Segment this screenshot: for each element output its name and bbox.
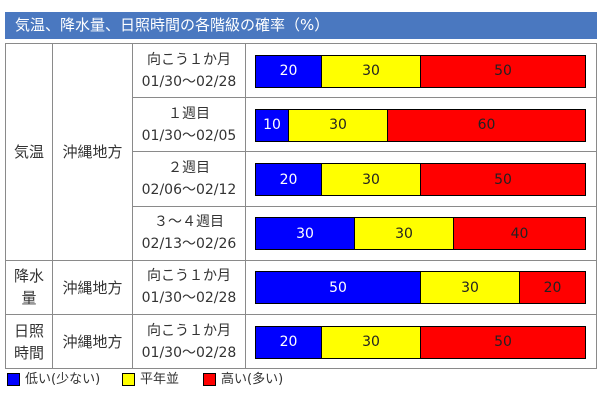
legend-swatch bbox=[122, 373, 135, 386]
legend-label: 平年並 bbox=[140, 372, 180, 387]
dates: 01/30～02/28 bbox=[141, 73, 237, 90]
title-bar: 気温、降水量、日照時間の各階級の確率（%） bbox=[5, 12, 597, 39]
period: 向こう１か月 bbox=[147, 268, 231, 285]
period: ２週目 bbox=[168, 159, 210, 176]
probability-segment: 30 bbox=[321, 325, 421, 359]
region-cell: 沖縄地方 bbox=[52, 43, 133, 261]
region-cell: 沖縄地方 bbox=[52, 259, 133, 315]
period-cell: １週目 01/30～02/05 bbox=[132, 97, 246, 153]
probability-segment: 10 bbox=[255, 108, 289, 142]
segment-label: 50 bbox=[494, 63, 512, 80]
probability-segment: 20 bbox=[519, 271, 586, 305]
dates: 02/13～02/26 bbox=[141, 236, 237, 253]
segment-label: 20 bbox=[543, 279, 562, 296]
segment-label: 30 bbox=[395, 225, 413, 242]
probability-segment: 30 bbox=[288, 108, 388, 142]
legend-swatch bbox=[7, 373, 20, 386]
legend-swatch bbox=[203, 373, 216, 386]
period: １週目 bbox=[168, 105, 210, 122]
period-cell: 向こう１か月 01/30～02/28 bbox=[132, 43, 246, 99]
legend-label: 低い(少ない) bbox=[25, 372, 101, 387]
segment-label: 30 bbox=[461, 279, 479, 296]
probability-segment: 50 bbox=[420, 163, 586, 196]
probability-segment: 40 bbox=[453, 217, 586, 251]
probability-segment: 30 bbox=[420, 271, 520, 305]
element-cell: 降水量 bbox=[5, 259, 53, 315]
region-cell: 沖縄地方 bbox=[52, 314, 133, 370]
probability-segment: 20 bbox=[255, 163, 322, 196]
segment-label: 50 bbox=[494, 334, 512, 351]
segment-label: 50 bbox=[329, 279, 347, 296]
probability-segment: 30 bbox=[354, 217, 454, 251]
period: 向こう１か月 bbox=[147, 51, 231, 68]
period: ３～４週目 bbox=[154, 214, 224, 231]
dates: 01/30～02/28 bbox=[141, 344, 237, 361]
dates: 01/30～02/05 bbox=[141, 127, 237, 144]
probability-segment: 60 bbox=[387, 108, 586, 142]
probability-segment: 20 bbox=[255, 54, 322, 88]
probability-segment: 50 bbox=[255, 271, 421, 305]
segment-label: 10 bbox=[263, 117, 281, 134]
bar-cell bbox=[245, 314, 597, 370]
segment-label: 30 bbox=[362, 171, 380, 188]
segment-label: 30 bbox=[362, 63, 380, 80]
probability-segment: 30 bbox=[321, 54, 421, 88]
segment-label: 30 bbox=[296, 225, 314, 242]
probability-segment: 50 bbox=[420, 54, 586, 88]
probability-segment: 30 bbox=[321, 163, 421, 196]
segment-label: 60 bbox=[477, 117, 496, 134]
probability-segment: 30 bbox=[255, 217, 355, 251]
period: 向こう１か月 bbox=[147, 322, 231, 339]
period-cell: 向こう１か月 01/30～02/28 bbox=[132, 314, 246, 370]
probability-segment: 50 bbox=[420, 325, 586, 359]
dates: 01/30～02/28 bbox=[141, 290, 237, 307]
probability-segment: 20 bbox=[255, 325, 322, 359]
segment-label: 40 bbox=[510, 225, 529, 242]
segment-label: 50 bbox=[494, 171, 512, 188]
period-cell: 向こう１か月 01/30～02/28 bbox=[132, 259, 246, 315]
period-cell: ２週目 02/06～02/12 bbox=[132, 151, 246, 207]
period-cell: ３～４週目 02/13～02/26 bbox=[132, 205, 246, 261]
dates: 02/06～02/12 bbox=[141, 181, 237, 198]
segment-label: 30 bbox=[362, 334, 380, 351]
element-cell: 日照時間 bbox=[5, 314, 53, 370]
legend-label: 高い(多い) bbox=[221, 372, 284, 387]
segment-label: 20 bbox=[279, 171, 298, 188]
segment-label: 30 bbox=[329, 117, 347, 134]
segment-label: 20 bbox=[279, 334, 298, 351]
element-cell: 気温 bbox=[5, 43, 53, 261]
segment-label: 20 bbox=[279, 63, 298, 80]
